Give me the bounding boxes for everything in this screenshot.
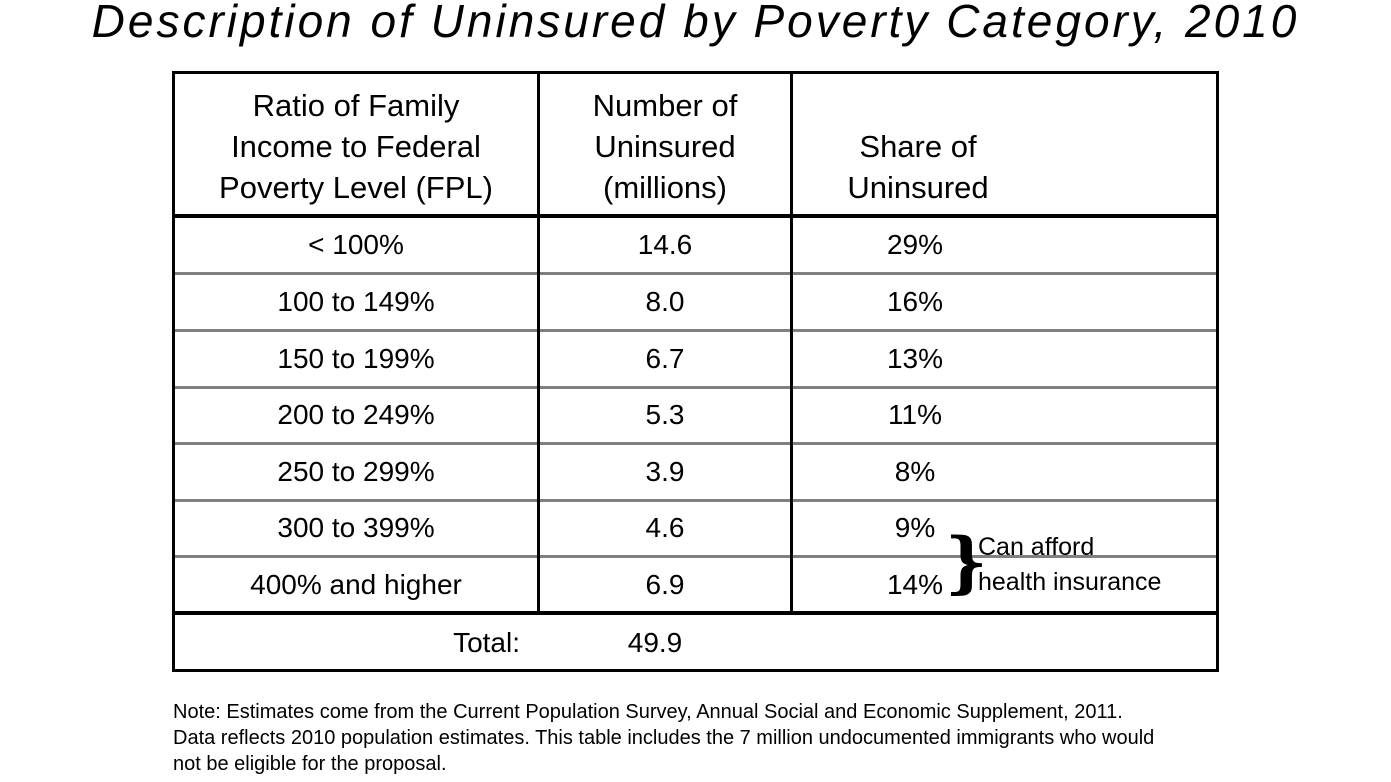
header-share: Share of Uninsured xyxy=(793,122,1043,212)
row-divider xyxy=(175,272,1216,275)
ratio-cell: 100 to 149% xyxy=(277,286,435,317)
header-ratio-line: Ratio of Family xyxy=(252,87,460,123)
table-row: 150 to 199% 6.7 13% xyxy=(175,331,1216,387)
afford-annotation: Can afford health insurance xyxy=(978,530,1161,600)
table-row: < 100% 14.6 29% xyxy=(175,217,1216,273)
header-ratio: Ratio of Family Income to Federal Povert… xyxy=(175,80,537,212)
row-divider xyxy=(175,555,1216,558)
number-cell: 6.9 xyxy=(645,569,685,600)
uninsured-table: Ratio of Family Income to Federal Povert… xyxy=(172,71,1219,672)
number-cell: 6.7 xyxy=(645,343,685,374)
ratio-cell: 250 to 299% xyxy=(277,456,435,487)
share-cell: 8% xyxy=(894,456,936,487)
header-ratio-line: Income to Federal xyxy=(231,128,481,164)
row-divider xyxy=(175,329,1216,332)
table-row: 200 to 249% 5.3 11% xyxy=(175,387,1216,443)
header-number: Number of Uninsured (millions) xyxy=(540,80,790,212)
ratio-cell: < 100% xyxy=(308,229,404,260)
header-number-line: (millions) xyxy=(603,169,727,205)
row-divider xyxy=(175,442,1216,445)
number-cell: 14.6 xyxy=(637,229,693,260)
total-value: 49.9 xyxy=(627,627,683,658)
page-title: Description of Uninsured by Poverty Cate… xyxy=(91,0,1300,47)
share-cell: 29% xyxy=(886,229,944,260)
table-row: 250 to 299% 3.9 8% xyxy=(175,444,1216,500)
total-divider xyxy=(175,611,1216,615)
number-cell: 8.0 xyxy=(645,286,685,317)
share-cell: 16% xyxy=(886,286,944,317)
footnote-line: Data reflects 2010 population estimates.… xyxy=(173,727,1155,749)
footnote-line: not be eligible for the proposal. xyxy=(173,753,447,775)
share-cell: 13% xyxy=(886,343,944,374)
table-row: 100 to 149% 8.0 16% xyxy=(175,274,1216,330)
header-ratio-line: Poverty Level (FPL) xyxy=(219,169,493,205)
header-share-line: Share of xyxy=(859,129,977,164)
share-cell: 14% xyxy=(886,569,944,600)
ratio-cell: 200 to 249% xyxy=(277,399,435,430)
number-cell: 4.6 xyxy=(645,512,685,543)
afford-annotation-line: Can afford xyxy=(978,533,1095,561)
column-divider xyxy=(790,74,793,613)
total-label: Total: xyxy=(453,627,520,658)
header-divider xyxy=(175,214,1216,218)
ratio-cell: 400% and higher xyxy=(250,569,462,600)
header-number-line: Uninsured xyxy=(594,128,736,164)
ratio-cell: 150 to 199% xyxy=(277,343,435,374)
afford-annotation-line: health insurance xyxy=(978,568,1162,596)
number-cell: 5.3 xyxy=(645,399,685,430)
share-cell: 11% xyxy=(888,399,942,430)
footnote-line: Note: Estimates come from the Current Po… xyxy=(173,701,1123,723)
header-share-line: Uninsured xyxy=(847,170,989,205)
column-divider xyxy=(537,74,540,613)
row-divider xyxy=(175,499,1216,502)
table-row: 400% and higher 6.9 14% xyxy=(175,557,1216,613)
share-cell: 9% xyxy=(894,512,936,543)
number-cell: 3.9 xyxy=(645,456,685,487)
row-divider xyxy=(175,386,1216,389)
table-row: 300 to 399% 4.6 9% xyxy=(175,500,1216,556)
ratio-cell: 300 to 399% xyxy=(277,512,435,543)
header-number-line: Number of xyxy=(592,87,738,123)
footnote: Note: Estimates come from the Current Po… xyxy=(173,699,1273,777)
brace-icon: } xyxy=(945,523,988,601)
